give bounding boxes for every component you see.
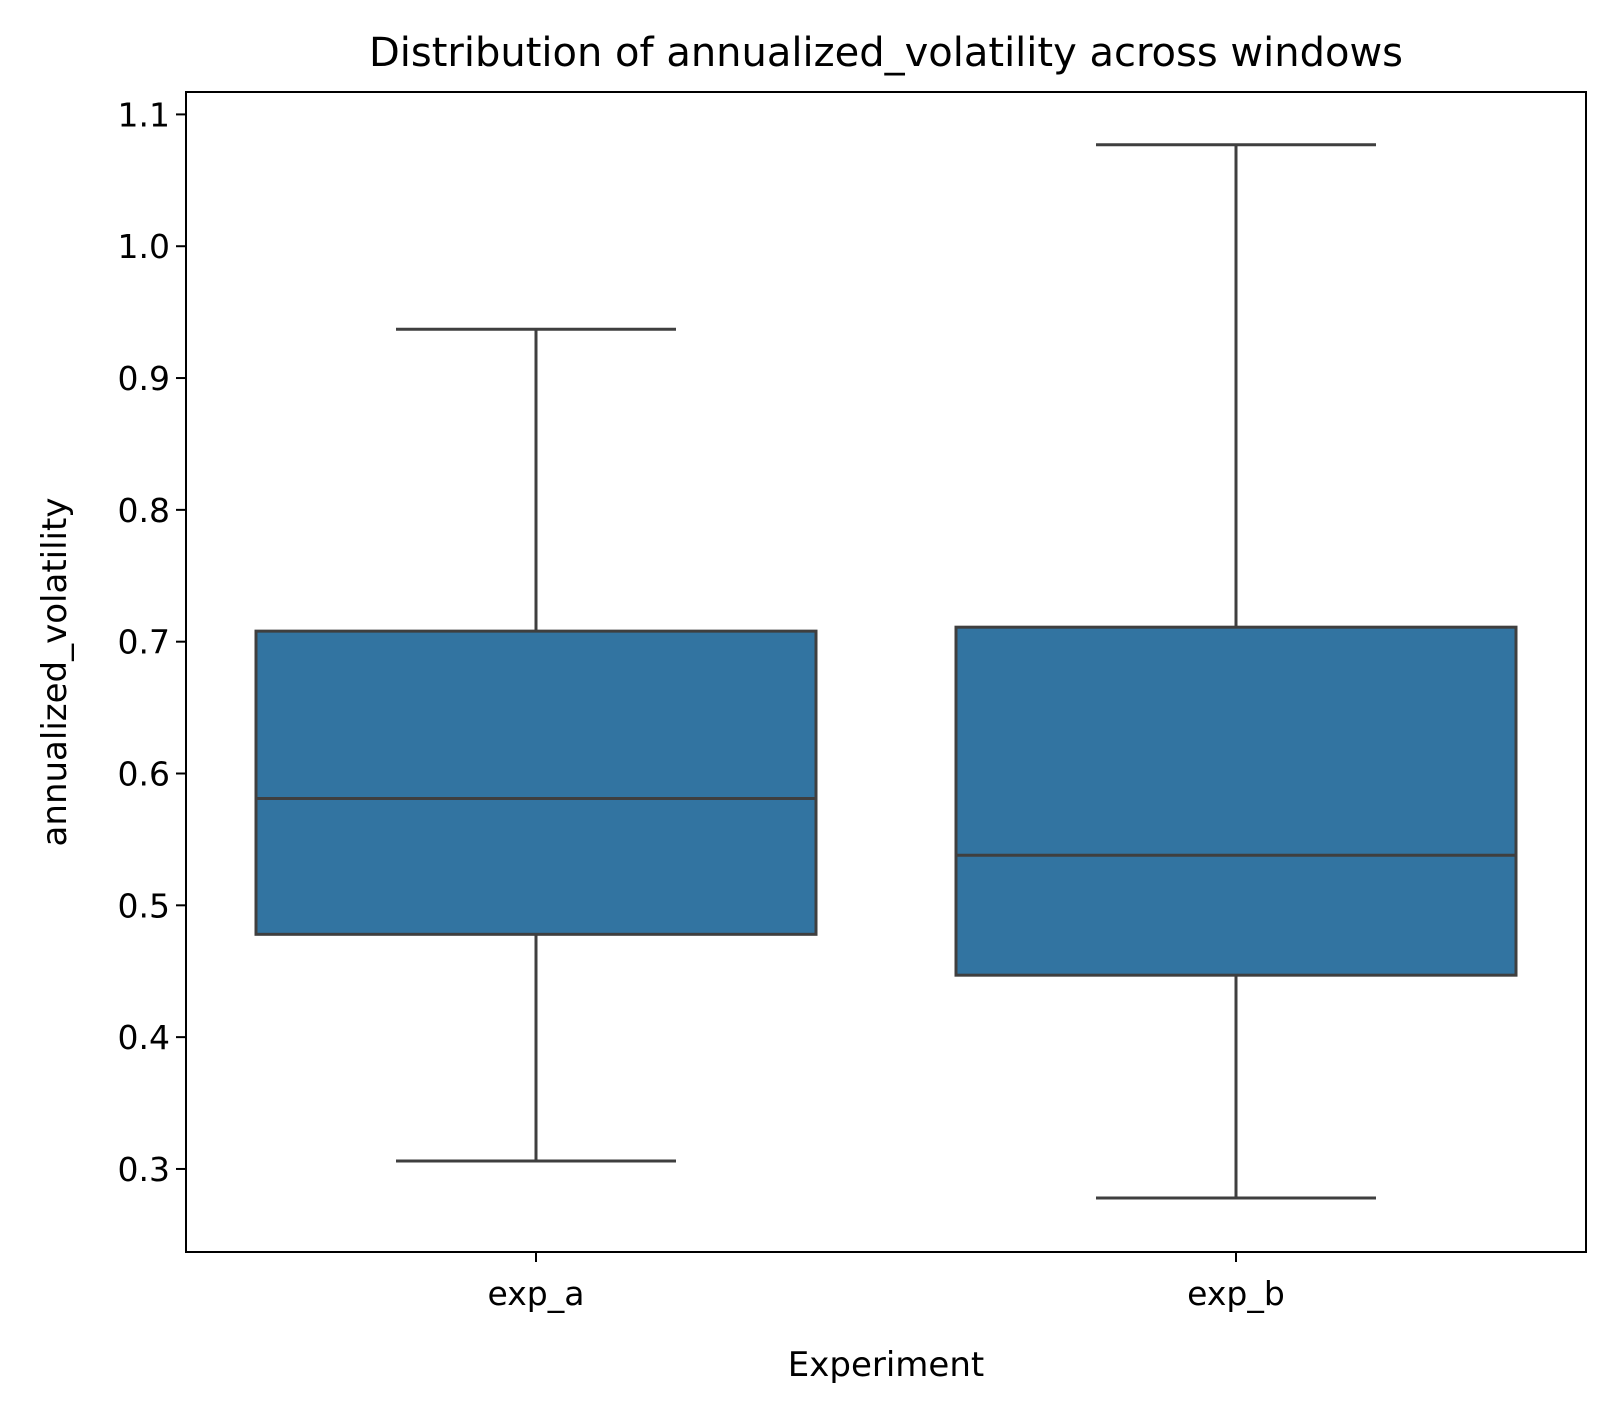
y-tick-label: 0.8 — [118, 491, 170, 530]
iqr-box — [954, 625, 1518, 977]
x-tick-label: exp_b — [1187, 1274, 1285, 1313]
x-tick-label: exp_a — [488, 1274, 585, 1313]
y-tick-label: 0.3 — [118, 1150, 170, 1189]
y-tick-label: 1.0 — [118, 227, 170, 266]
y-tick-label: 0.7 — [118, 623, 170, 662]
x-axis-label: Experiment — [788, 1345, 984, 1385]
y-tick-label: 1.1 — [118, 95, 170, 134]
y-axis-label: annualized_volatility — [35, 498, 75, 847]
y-tick-label: 0.5 — [118, 886, 170, 925]
y-axis: 0.3 0.4 0.5 0.6 0.7 0.8 0.9 1.0 1.1 — [118, 95, 186, 1189]
chart-title: Distribution of annualized_volatility ac… — [369, 30, 1403, 76]
x-axis: exp_a exp_b — [488, 1252, 1285, 1313]
y-tick-label: 0.9 — [118, 359, 170, 398]
axes-frame — [185, 91, 1587, 1253]
y-tick-label: 0.4 — [118, 1018, 170, 1057]
y-tick-label: 0.6 — [118, 755, 170, 794]
box-exp_a — [254, 327, 818, 1163]
iqr-box — [254, 629, 818, 936]
plot-area — [254, 143, 1518, 1200]
box-exp_b — [954, 143, 1518, 1200]
